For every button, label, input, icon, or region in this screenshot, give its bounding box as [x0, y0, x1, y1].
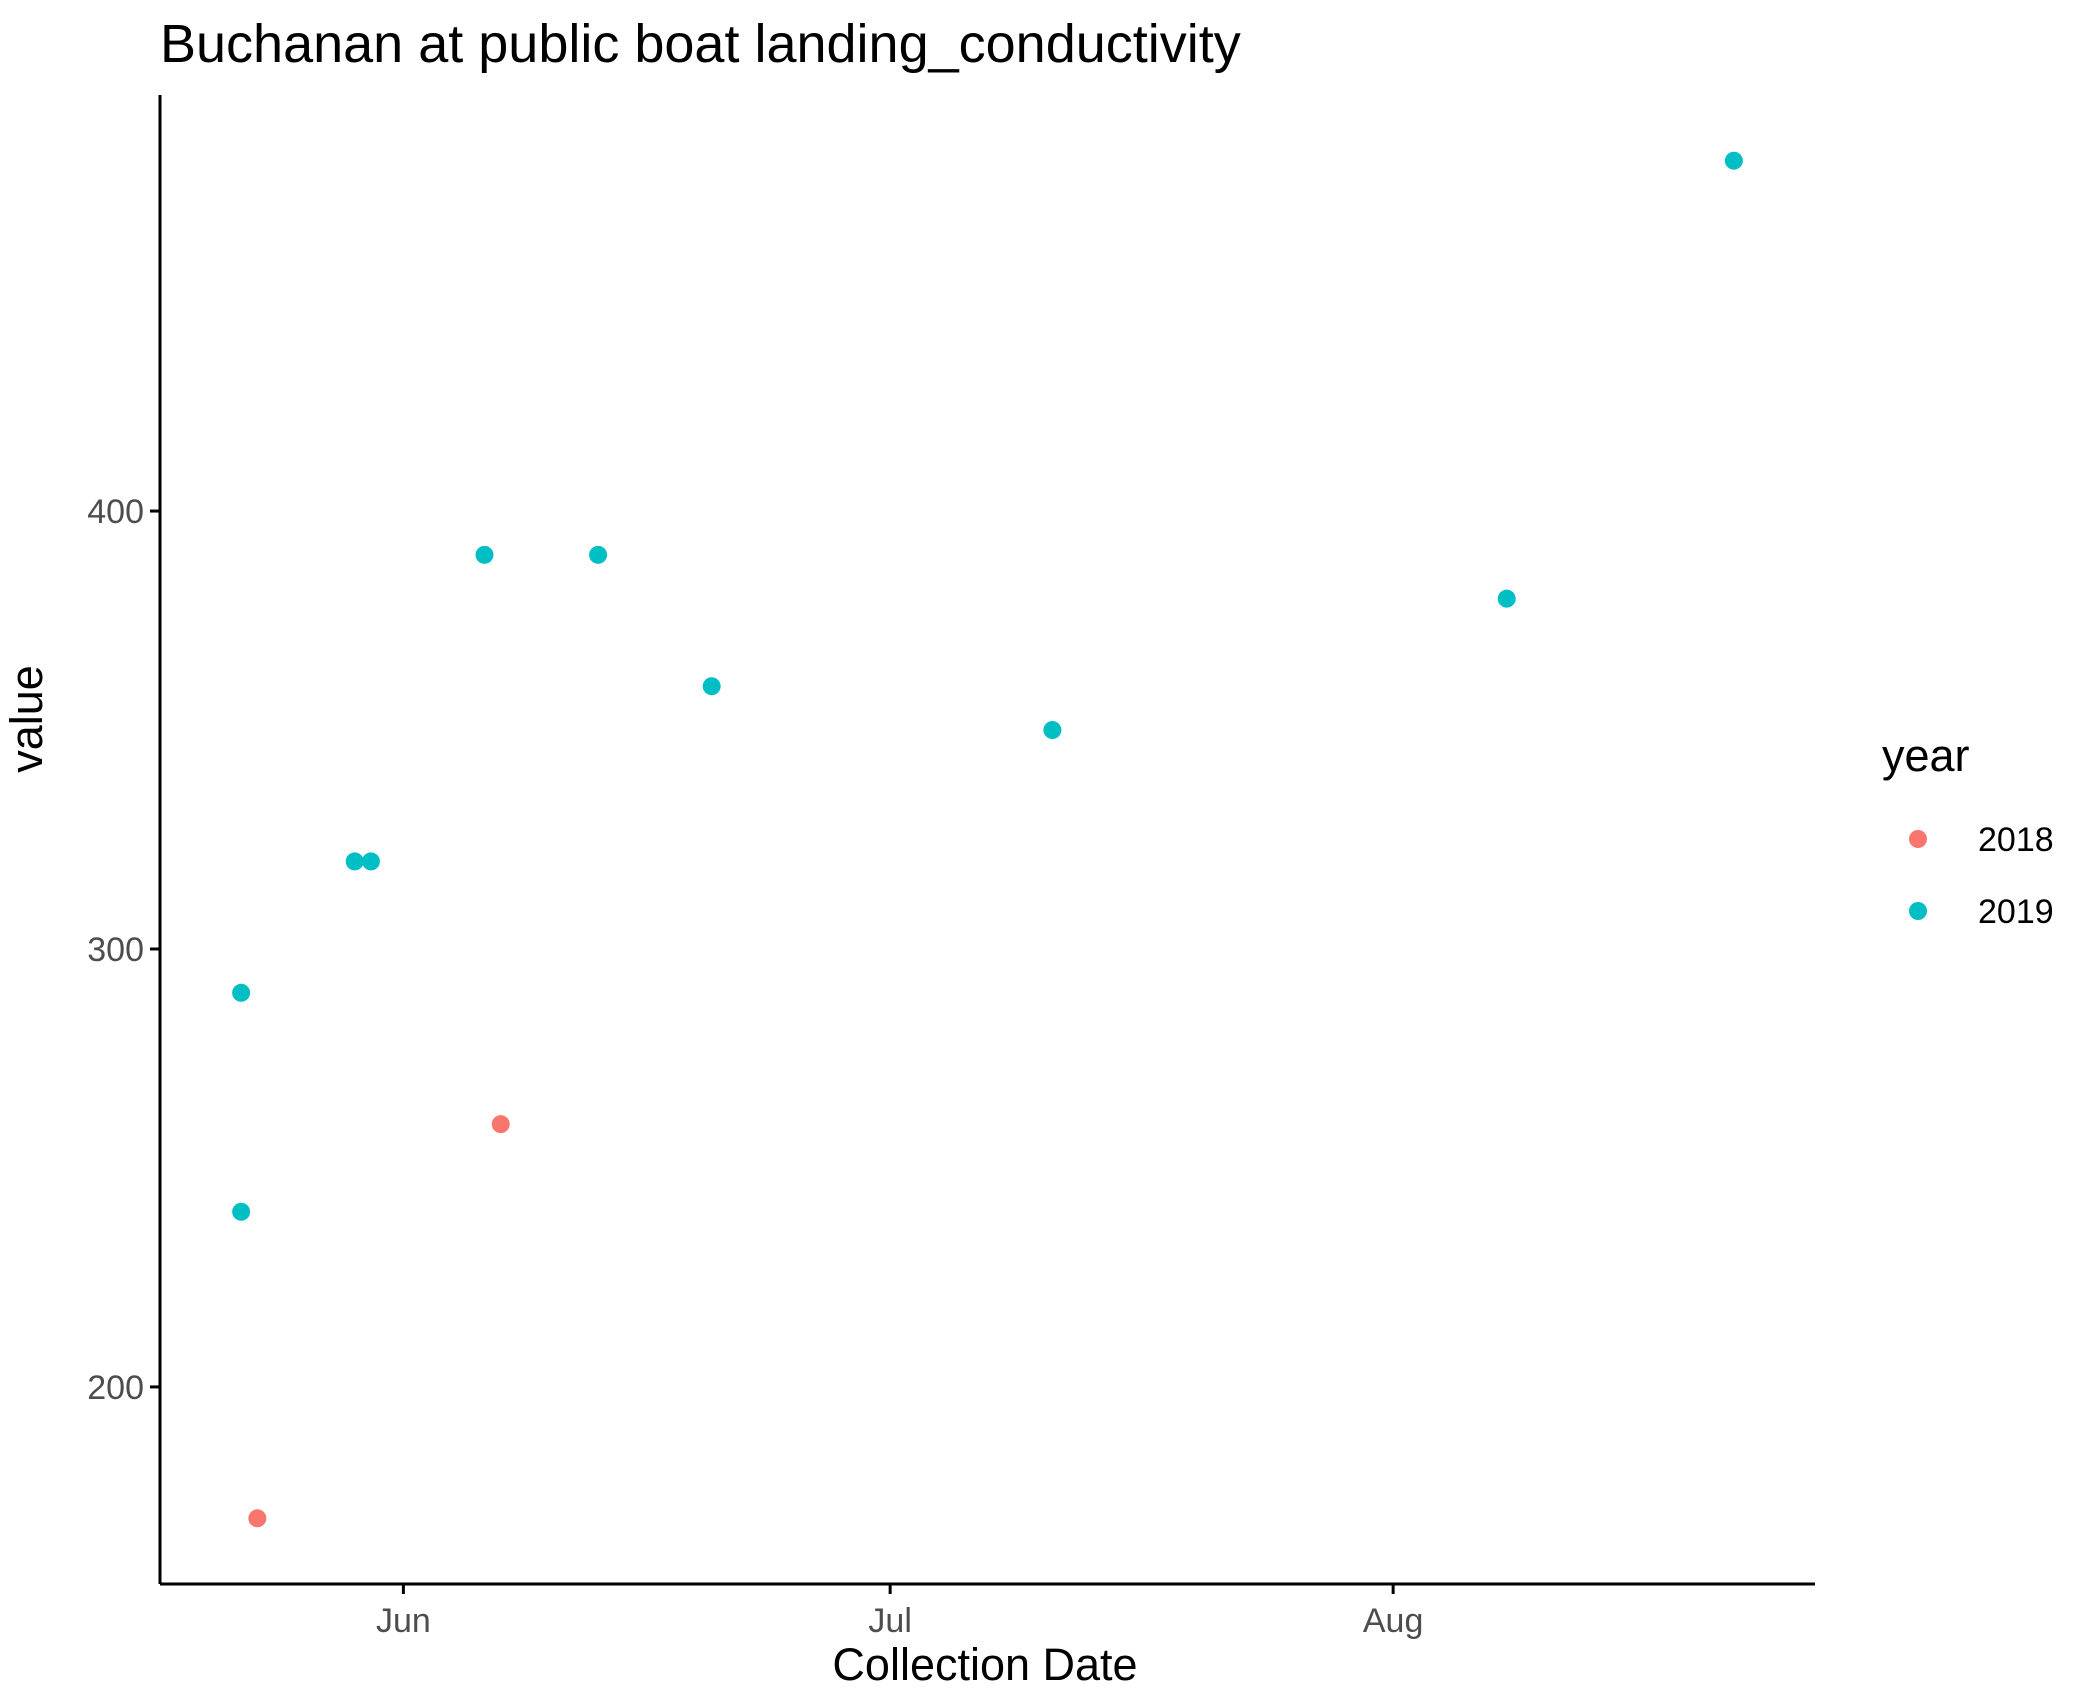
data-point-2019 [702, 677, 721, 696]
x-tick-label: Aug [1363, 1602, 1424, 1640]
data-points [232, 151, 1743, 1528]
data-point-2019 [1043, 721, 1062, 740]
axes: 200 300 400 Jun Jul Aug [87, 95, 1815, 1640]
data-point-2019 [1724, 151, 1743, 170]
legend-label-2019: 2019 [1978, 893, 2054, 931]
data-point-2018 [248, 1509, 267, 1528]
data-point-2018 [491, 1115, 510, 1134]
y-tick-label: 200 [87, 1369, 144, 1407]
x-tick-label: Jun [376, 1602, 431, 1640]
data-point-2019 [232, 983, 251, 1002]
legend-key-2018 [1909, 830, 1927, 848]
y-tick-label: 300 [87, 931, 144, 969]
data-point-2019 [345, 852, 364, 871]
x-axis-title: Collection Date [832, 1639, 1137, 1690]
y-tick-label: 400 [87, 493, 144, 531]
data-point-2019 [589, 545, 608, 564]
legend-key-2019 [1909, 902, 1927, 920]
legend: year 2018 2019 [1882, 730, 2054, 931]
data-point-2019 [361, 852, 380, 871]
chart-title: Buchanan at public boat landing_conducti… [160, 14, 1241, 74]
x-tick-label: Jul [868, 1602, 911, 1640]
data-point-2019 [232, 1202, 251, 1221]
legend-label-2018: 2018 [1978, 821, 2054, 859]
data-point-2019 [475, 545, 494, 564]
legend-title: year [1882, 730, 1970, 781]
y-axis-title: value [1, 665, 52, 773]
data-point-2019 [1497, 589, 1516, 608]
